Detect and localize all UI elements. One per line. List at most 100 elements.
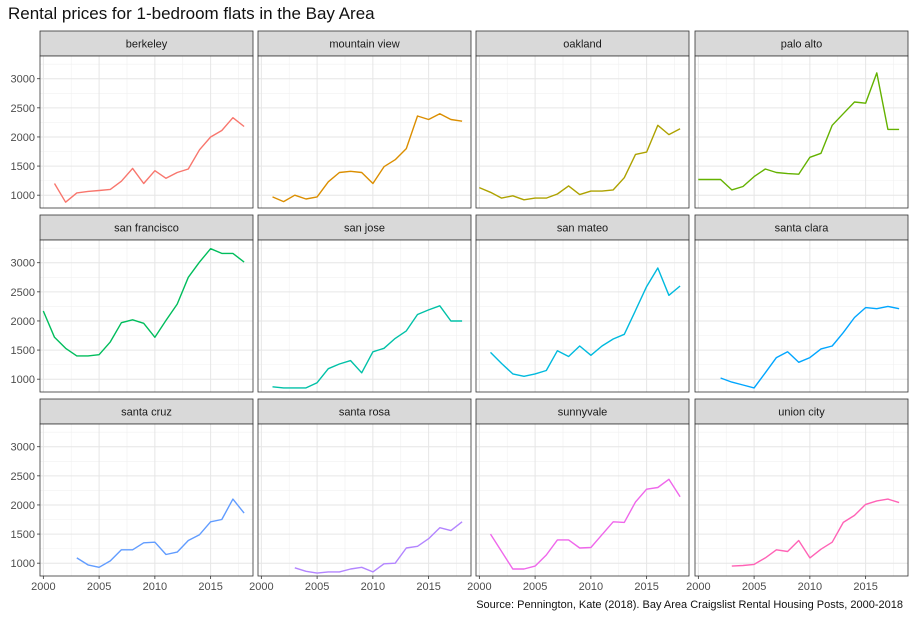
panel-background (695, 56, 908, 208)
x-tick-label: 2010 (143, 581, 167, 593)
facet-strip-label: mountain view (329, 39, 399, 51)
y-tick-label: 1500 (11, 529, 35, 541)
facet-santa-rosa: santa rosa 2000 2005 2010 2015 (249, 398, 472, 593)
x-tick-label: 2015 (198, 581, 222, 593)
chart-title: Rental prices for 1-bedroom flats in the… (8, 4, 375, 23)
panel-background (476, 56, 689, 208)
chart-caption: Source: Pennington, Kate (2018). Bay Are… (476, 599, 903, 611)
facet-strip (257, 30, 472, 57)
facet-strip (694, 214, 909, 241)
facet-strip-label: palo alto (781, 39, 823, 51)
panel-border (694, 239, 909, 393)
y-tick-label: 2000 (11, 316, 35, 328)
panel-border (475, 423, 690, 577)
panel-background (40, 424, 253, 576)
facet-sunnyvale: sunnyvale 2000 2005 2010 2015 (467, 398, 690, 593)
y-tick-label: 3000 (11, 258, 35, 270)
facet-union-city: union city 2000 2005 2010 2015 (686, 398, 909, 593)
y-tick-label: 2500 (11, 287, 35, 299)
facet-strip-label: san mateo (557, 223, 608, 235)
facet-strip-label: santa clara (775, 223, 830, 235)
series-line-santa-clara (720, 305, 900, 389)
panel-border (257, 423, 472, 577)
x-tick-label: 2000 (249, 581, 273, 593)
facet-santa-clara: santa clara (694, 214, 909, 393)
series-line-san-mateo (490, 267, 681, 377)
facet-mountain-view: mountain view (257, 30, 472, 209)
facet-strip (39, 214, 254, 241)
y-tick-label: 2000 (11, 132, 35, 144)
series-line-palo-alto (698, 72, 900, 191)
y-tick-label: 1000 (11, 190, 35, 202)
facet-strip (694, 30, 909, 57)
series-line-santa-rosa (294, 521, 463, 574)
panel-background (695, 240, 908, 392)
x-tick-label: 2000 (31, 581, 55, 593)
facet-strip-label: san jose (344, 223, 385, 235)
facet-san-francisco: san francisco 1000 1500 2000 2500 3000 (11, 214, 254, 393)
panel-background (258, 56, 471, 208)
facet-berkeley: berkeley 1000 1500 2000 2500 3000 (11, 30, 254, 209)
panel-border (475, 239, 690, 393)
y-tick-label: 2500 (11, 103, 35, 115)
facet-strip (475, 214, 690, 241)
facet-san-mateo: san mateo (475, 214, 690, 393)
y-tick-label: 3000 (11, 74, 35, 86)
series-line-sunnyvale (489, 478, 681, 570)
x-tick-label: 2015 (416, 581, 440, 593)
facet-santa-cruz: santa cruz 1000 1500 2000 2500 3000 2000 2005 20… (11, 398, 254, 593)
y-tick-label: 3000 (11, 442, 35, 454)
panel-border (39, 239, 254, 393)
y-tick-label: 2000 (11, 500, 35, 512)
panel-background (476, 240, 689, 392)
x-tick-label: 2010 (579, 581, 603, 593)
x-tick-label: 2005 (87, 581, 111, 593)
panel-border (39, 55, 254, 209)
x-tick-label: 2005 (305, 581, 329, 593)
facet-strip-label: union city (778, 407, 825, 419)
facet-palo-alto: palo alto (694, 30, 909, 209)
y-tick-label: 2500 (11, 471, 35, 483)
x-tick-label: 2000 (686, 581, 710, 593)
facet-strip-label: oakland (563, 39, 602, 51)
x-tick-label: 2005 (523, 581, 547, 593)
series-line-san-francisco (42, 247, 245, 357)
panel-background (40, 56, 253, 208)
facet-strip-label: santa rosa (339, 407, 391, 419)
facet-strip (694, 398, 909, 425)
x-tick-label: 2015 (853, 581, 877, 593)
series-line-mountain-view (272, 112, 463, 203)
y-tick-label: 1500 (11, 345, 35, 357)
facet-strip-label: berkeley (126, 39, 168, 51)
panel-background (258, 424, 471, 576)
panel-border (694, 55, 909, 209)
facet-strip (39, 30, 254, 57)
facet-strip-label: san francisco (114, 223, 179, 235)
series-line-union-city (731, 498, 900, 567)
facet-strip-label: santa cruz (121, 407, 172, 419)
panel-background (695, 424, 908, 576)
series-line-santa-cruz (76, 498, 245, 568)
panel-border (475, 55, 690, 209)
series-line-berkeley (53, 116, 245, 203)
facet-san-jose: san jose (257, 214, 472, 393)
series-line-san-jose (272, 305, 463, 389)
facet-strip (257, 214, 472, 241)
x-tick-label: 2005 (742, 581, 766, 593)
facet-strip (475, 30, 690, 57)
facet-oakland: oakland (475, 30, 690, 209)
panel-border (257, 239, 472, 393)
x-tick-label: 2010 (798, 581, 822, 593)
series-line-oakland (479, 124, 681, 201)
y-tick-label: 1000 (11, 558, 35, 570)
facet-strip (257, 398, 472, 425)
x-tick-label: 2015 (634, 581, 658, 593)
facet-strip (39, 398, 254, 425)
panel-border (694, 423, 909, 577)
panel-background (476, 424, 689, 576)
panel-background (40, 240, 253, 392)
facet-strip-label: sunnyvale (558, 407, 608, 419)
panel-border (257, 55, 472, 209)
